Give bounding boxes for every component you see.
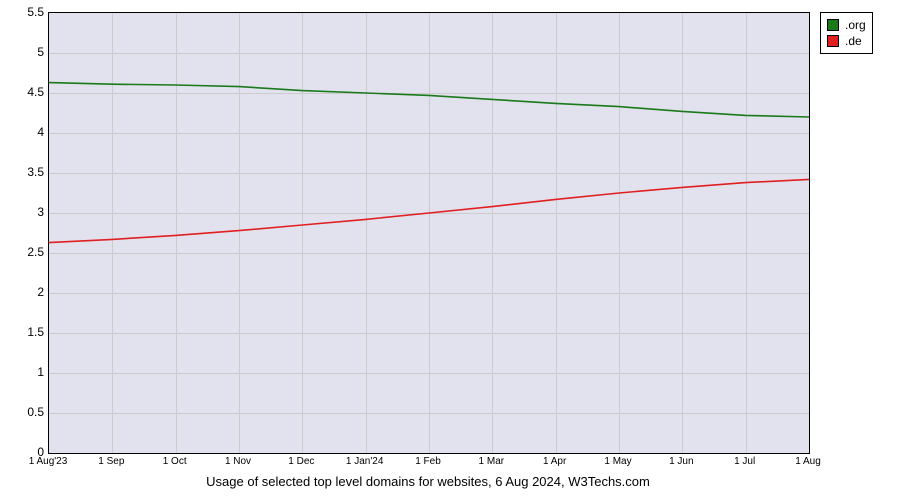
x-tick-label: 1 May <box>604 456 631 467</box>
legend-label: .org <box>845 17 866 33</box>
y-tick-label: 4.5 <box>4 85 44 99</box>
series-line <box>49 83 809 117</box>
x-tick-label: 1 Dec <box>288 456 314 467</box>
legend-label: .de <box>845 33 862 49</box>
y-tick-label: 2.5 <box>4 245 44 259</box>
y-tick-label: 3 <box>4 205 44 219</box>
legend-swatch <box>827 35 839 47</box>
y-tick-label: 5 <box>4 45 44 59</box>
legend-row: .de <box>827 33 866 49</box>
plot-area <box>48 12 810 454</box>
x-tick-label: 1 Aug <box>795 456 821 467</box>
x-tick-label: 1 Jul <box>734 456 755 467</box>
legend: .org.de <box>820 12 873 54</box>
x-tick-label: 1 Aug'23 <box>29 456 68 467</box>
x-tick-label: 1 Oct <box>163 456 187 467</box>
chart-caption: Usage of selected top level domains for … <box>48 474 808 489</box>
x-tick-label: 1 Feb <box>415 456 441 467</box>
y-tick-label: 1 <box>4 365 44 379</box>
x-tick-label: 1 Sep <box>98 456 124 467</box>
x-tick-label: 1 Apr <box>543 456 566 467</box>
y-tick-label: 2 <box>4 285 44 299</box>
y-tick-label: 1.5 <box>4 325 44 339</box>
chart-container: 00.511.522.533.544.555.5 1 Aug'231 Sep1 … <box>0 0 900 500</box>
series-line <box>49 179 809 242</box>
legend-row: .org <box>827 17 866 33</box>
y-tick-label: 5.5 <box>4 5 44 19</box>
y-tick-label: 3.5 <box>4 165 44 179</box>
series-lines <box>49 13 809 453</box>
y-tick-label: 0.5 <box>4 405 44 419</box>
y-tick-label: 4 <box>4 125 44 139</box>
x-tick-label: 1 Jun <box>669 456 693 467</box>
legend-swatch <box>827 19 839 31</box>
x-tick-label: 1 Nov <box>225 456 251 467</box>
x-tick-label: 1 Mar <box>479 456 505 467</box>
x-tick-label: 1 Jan'24 <box>346 456 384 467</box>
